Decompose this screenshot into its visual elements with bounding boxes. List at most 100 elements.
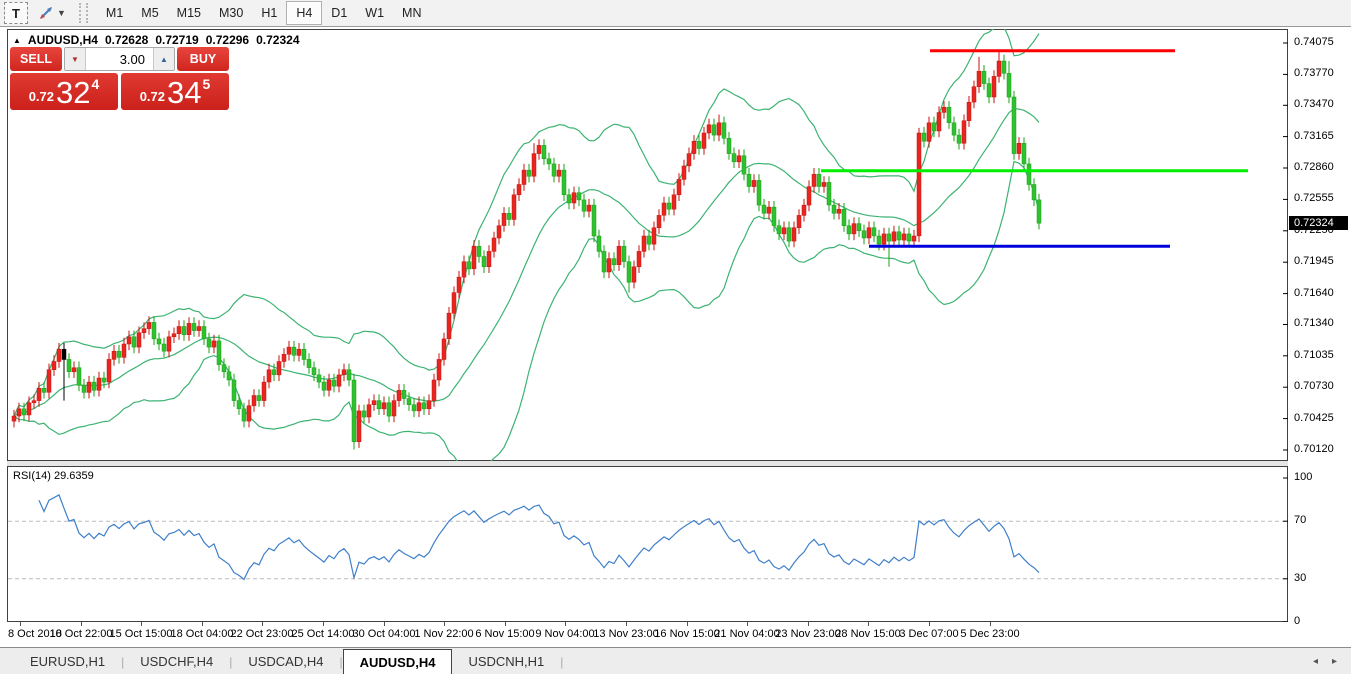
time-axis-tick [505,622,506,626]
time-axis-tick [565,622,566,626]
time-axis-tick [626,622,627,626]
time-axis-tick [929,622,930,626]
symbol-name: AUDUSD,H4 [27,33,98,47]
tab-separator: | [121,654,125,669]
buy-price-pip: 5 [202,76,211,92]
chevron-down-icon[interactable]: ▼ [57,8,66,18]
chart-tab-usdcad-h4[interactable]: USDCAD,H4 [248,654,324,669]
time-axis-label: 18 Oct 04:00 [170,628,234,640]
time-axis-label: 10 Oct 22:00 [49,628,113,640]
tab-scroll-left-icon[interactable]: ◂ [1312,656,1318,667]
price-axis-tick: 0.70425 [1294,412,1334,424]
time-axis-label: 6 Nov 15:00 [475,628,535,640]
tab-separator: | [560,654,564,669]
sell-button[interactable]: SELL [10,47,62,71]
buy-button[interactable]: BUY [177,47,229,71]
time-axis-tick [202,622,203,626]
toolbar-grip[interactable] [78,3,88,23]
sell-price-pip: 4 [91,76,100,92]
chart-tab-audusd-h4[interactable]: AUDUSD,H4 [342,649,453,674]
price-axis-tick: 0.73165 [1294,130,1334,142]
time-axis-tick [747,622,748,626]
time-axis-tick [868,622,869,626]
time-axis-label: 16 Nov 15:00 [654,628,720,640]
time-axis-tick [262,622,263,626]
arrows-tool-button[interactable]: ▼ [39,3,66,23]
rsi-axis-tick: 30 [1294,572,1307,584]
buy-price-big: 34 [167,75,202,110]
ohlc-low: 0.72296 [205,33,250,47]
rsi-axis-tick: 0 [1294,615,1301,627]
price-axis-tick: 0.70730 [1294,380,1334,392]
time-axis-label: 30 Oct 04:00 [352,628,416,640]
buy-price-display[interactable]: 0.72 34 5 [121,73,229,110]
time-axis-tick [444,622,445,626]
tab-separator: | [339,654,343,669]
price-axis-tick: 0.71340 [1294,317,1334,329]
tab-separator: | [229,654,233,669]
timeframe-button-h1[interactable]: H1 [261,6,278,20]
one-click-trading-panel: SELL ▼ 3.00 ▲ BUY 0.72 32 4 0.72 34 5 [10,47,229,110]
time-axis-tick [141,622,142,626]
time-axis-label: 3 Dec 07:00 [899,628,959,640]
price-axis-tick: 0.70120 [1294,443,1334,455]
lot-size-stepper: ▼ 3.00 ▲ [64,47,175,71]
time-axis-label: 22 Oct 23:00 [230,628,294,640]
time-axis[interactable]: 8 Oct 2018 10 Oct 22:00 15 Oct 15:00 18 Oct… [7,622,1288,646]
time-axis-label: 8 Oct 2018 [8,628,62,640]
time-axis-label: 9 Nov 04:00 [535,628,595,640]
time-axis-label: 25 Oct 14:00 [291,628,355,640]
time-axis-label: 15 Oct 15:00 [109,628,173,640]
chart-tab-usdcnh-h1[interactable]: USDCNH,H1 [468,654,545,669]
time-axis-tick [990,622,991,626]
time-axis-tick [81,622,82,626]
top-toolbar: T ▼ M1 M5 M15 M30 H1 H4 D1 W1 MN [0,0,1351,27]
rsi-indicator-chart[interactable] [7,466,1288,622]
current-price-badge: 0.72324 [1289,216,1348,230]
rsi-axis-tick: 70 [1294,514,1307,526]
price-axis-tick: 0.72555 [1294,192,1334,204]
time-axis-tick [808,622,809,626]
buy-price-prefix: 0.72 [139,89,166,104]
time-axis-label: 1 Nov 22:00 [414,628,474,640]
timeframe-button-h4[interactable]: H4 [286,1,323,25]
price-axis-tick: 0.72860 [1294,161,1334,173]
timeframe-button-m1[interactable]: M1 [105,6,124,20]
timeframe-button-m5[interactable]: M5 [141,6,159,20]
timeframe-button-mn[interactable]: MN [402,6,422,20]
ohlc-open: 0.72628 [104,33,149,47]
lot-decrease-button[interactable]: ▼ [65,48,86,70]
chart-tab-bar: EURUSD,H1 | USDCHF,H4 | USDCAD,H4 | AUDUSD,H4 U… [0,647,1351,674]
sell-price-big: 32 [56,75,91,110]
price-axis-tick: 0.74075 [1294,36,1334,48]
panel-splitter[interactable] [7,461,1288,466]
chart-tab-usdchf-h4[interactable]: USDCHF,H4 [140,654,214,669]
sell-price-prefix: 0.72 [28,89,55,104]
time-axis-tick [323,622,324,626]
main-price-chart[interactable] [7,29,1288,461]
lot-increase-button[interactable]: ▲ [153,48,174,70]
text-tool-button[interactable]: T [4,2,28,24]
time-axis-tick [687,622,688,626]
tab-scroll-right-icon[interactable]: ▸ [1331,656,1337,667]
sell-price-display[interactable]: 0.72 32 4 [10,73,118,110]
timeframe-button-m15[interactable]: M15 [176,6,201,20]
price-axis-tick: 0.73770 [1294,67,1334,79]
time-axis-label: 23 Nov 23:00 [775,628,841,640]
rsi-axis-tick: 100 [1294,471,1313,483]
time-axis-label: 28 Nov 15:00 [835,628,901,640]
ohlc-close: 0.72324 [256,33,300,47]
arrows-icon [40,7,52,19]
time-axis-label: 13 Nov 23:00 [593,628,659,640]
timeframe-button-w1[interactable]: W1 [365,6,385,20]
symbol-ohlc-header: ▲ AUDUSD,H4 0.72628 0.72719 0.72296 0.72… [13,33,300,47]
collapse-triangle-icon[interactable]: ▲ [13,35,21,45]
time-axis-label: 21 Nov 04:00 [714,628,780,640]
lot-size-input[interactable]: 3.00 [119,51,145,67]
timeframe-button-m30[interactable]: M30 [219,6,244,20]
rsi-indicator-label: RSI(14) 29.6359 [13,470,94,482]
price-axis-tick: 0.71640 [1294,287,1334,299]
timeframe-button-d1[interactable]: D1 [331,6,348,20]
chart-tab-eurusd-h1[interactable]: EURUSD,H1 [30,654,106,669]
